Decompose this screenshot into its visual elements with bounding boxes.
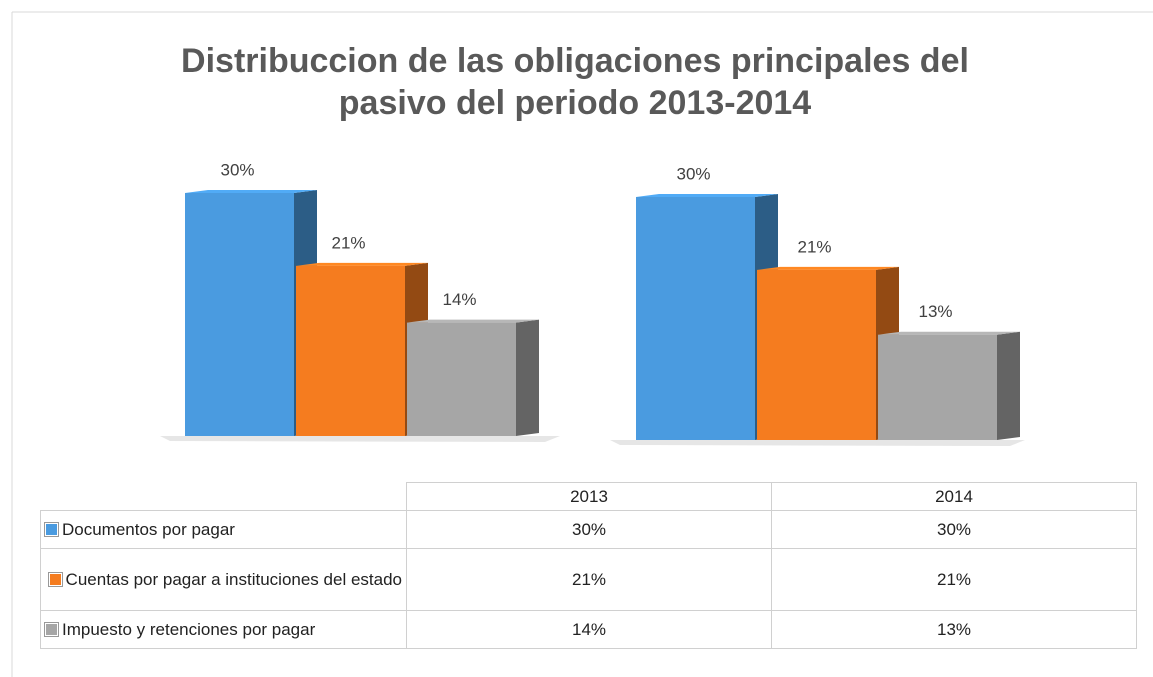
bar-front bbox=[407, 322, 516, 436]
bar-front bbox=[296, 265, 405, 436]
column-header: 2013 bbox=[406, 482, 772, 511]
bar-top bbox=[878, 331, 1020, 335]
data-label: 14% bbox=[442, 290, 476, 309]
table-value: 14% bbox=[406, 610, 772, 649]
table-value-text: 30% bbox=[936, 519, 972, 539]
data-label: 30% bbox=[676, 164, 710, 183]
legend-entry: Documentos por pagar bbox=[40, 510, 407, 549]
table-value: 30% bbox=[771, 510, 1137, 549]
legend-entry-text: Impuesto y retenciones por pagar bbox=[62, 619, 316, 639]
bar bbox=[636, 194, 778, 440]
table-row: Documentos por pagar 30% 30% bbox=[40, 510, 1137, 549]
floor bbox=[610, 440, 1025, 446]
bar-top bbox=[636, 194, 778, 197]
column-header: 2014 bbox=[771, 482, 1137, 511]
table-row: Cuentas por pagar a instituciones del es… bbox=[40, 548, 1137, 611]
data-label: 13% bbox=[918, 302, 952, 321]
bar-front bbox=[878, 334, 997, 440]
table-value-text: 21% bbox=[936, 569, 972, 589]
table-value-text: 14% bbox=[571, 619, 607, 639]
table-value-text: 30% bbox=[571, 519, 607, 539]
floor bbox=[160, 436, 560, 442]
table-value: 13% bbox=[771, 610, 1137, 649]
table-value: 21% bbox=[406, 548, 772, 611]
bar-front bbox=[636, 197, 755, 440]
bar-top bbox=[296, 262, 428, 266]
bar bbox=[407, 319, 539, 436]
data-label: 21% bbox=[331, 233, 365, 252]
bar-top bbox=[407, 319, 539, 323]
table-value: 30% bbox=[406, 510, 772, 549]
chart-title: Distribuccion de las obligaciones princi… bbox=[181, 42, 969, 122]
bar-top bbox=[757, 266, 899, 270]
table-value-text: 21% bbox=[571, 569, 607, 589]
table-row: Impuesto y retenciones por pagar 14% 13% bbox=[40, 610, 1137, 649]
legend-swatch bbox=[44, 521, 59, 537]
bar-front bbox=[185, 193, 294, 436]
bar bbox=[757, 266, 899, 440]
legend-entry-text: Documentos por pagar bbox=[62, 519, 235, 539]
table-corner bbox=[40, 482, 407, 511]
legend-swatch bbox=[47, 571, 63, 587]
table-value: 21% bbox=[771, 548, 1137, 611]
legend-entry: Cuentas por pagar a instituciones del es… bbox=[40, 548, 407, 611]
data-table: 2013 2014 Documentos por pagar 30% 30% Cuenta… bbox=[40, 482, 1137, 649]
bar-side bbox=[997, 331, 1020, 440]
data-label: 30% bbox=[220, 160, 254, 179]
legend-entry-text: Cuentas por pagar a instituciones del es… bbox=[65, 569, 402, 589]
bar-top bbox=[185, 190, 317, 193]
legend-entry: Impuesto y retenciones por pagar bbox=[40, 610, 407, 649]
data-label: 21% bbox=[797, 237, 831, 256]
bar bbox=[878, 331, 1020, 440]
bar-front bbox=[757, 269, 876, 440]
column-header-text: 2014 bbox=[935, 486, 973, 506]
column-header-text: 2013 bbox=[570, 486, 608, 506]
legend-swatch bbox=[44, 621, 59, 637]
table-value-text: 13% bbox=[936, 619, 972, 639]
table-header: 2013 2014 bbox=[40, 482, 1137, 511]
bar-side bbox=[516, 319, 539, 436]
